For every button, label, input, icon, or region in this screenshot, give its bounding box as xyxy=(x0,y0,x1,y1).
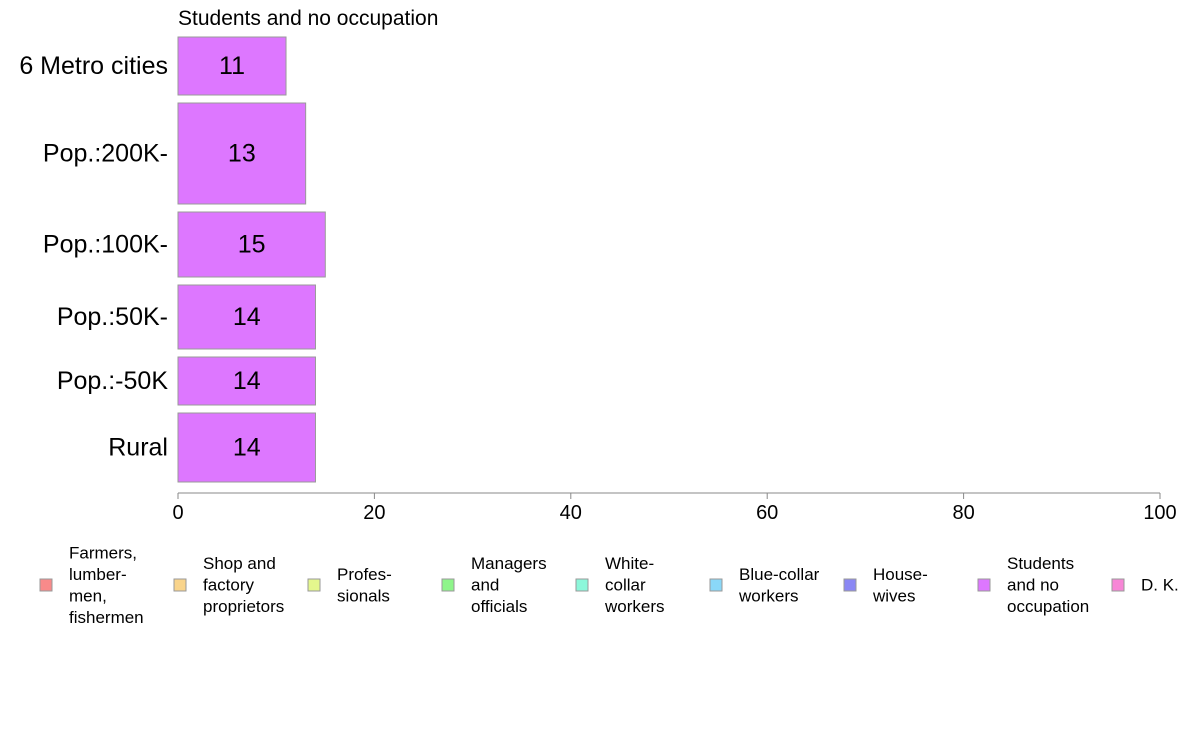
x-tick-label: 60 xyxy=(756,502,778,524)
legend-label: House- xyxy=(873,565,928,584)
bar-value-label: 11 xyxy=(219,52,245,80)
legend-label: collar xyxy=(605,576,646,595)
category-label: 6 Metro cities xyxy=(19,52,168,80)
legend-label: proprietors xyxy=(203,597,284,616)
x-tick-label: 40 xyxy=(560,502,582,524)
bar xyxy=(177,284,316,350)
legend-label: occupation xyxy=(1007,597,1089,616)
legend-label: White- xyxy=(605,554,654,573)
legend-label: Profes- xyxy=(337,565,392,584)
chart-title: Students and no occupation xyxy=(178,7,438,30)
legend-label: Blue-collar xyxy=(739,565,820,584)
bar-value-label: 14 xyxy=(233,367,261,395)
legend-swatch xyxy=(441,578,455,592)
legend-label: and no xyxy=(1007,576,1059,595)
category-label: Rural xyxy=(108,434,168,462)
bar xyxy=(177,412,316,483)
legend-label: D. K. xyxy=(1141,576,1179,595)
legend-label: workers xyxy=(604,597,665,616)
bar-value-label: 15 xyxy=(238,231,266,259)
bar xyxy=(177,102,307,205)
legend-swatch xyxy=(307,578,321,592)
legend-label: fishermen xyxy=(69,608,144,627)
x-tick-label: 100 xyxy=(1143,502,1176,524)
x-tick-label: 20 xyxy=(363,502,385,524)
legend-label: factory xyxy=(203,576,255,595)
legend-swatch xyxy=(575,578,589,592)
x-axis: 0 20 40 60 80 100 xyxy=(172,492,1177,524)
legend-swatch xyxy=(39,578,53,592)
bar xyxy=(177,356,316,406)
bar xyxy=(177,211,326,278)
legend-label: and xyxy=(471,576,499,595)
legend-label: wives xyxy=(872,586,916,605)
bar-value-label: 14 xyxy=(233,434,261,462)
bar-value-label: 14 xyxy=(233,303,261,331)
x-tick-label: 0 xyxy=(172,502,183,524)
bars-group: 11 6 Metro cities 13 Pop.:200K- 15 Pop.:100K-… xyxy=(19,36,326,483)
legend: Farmers, lumber-men, fishermen Shop and fact… xyxy=(39,543,1179,627)
category-label: Pop.:200K- xyxy=(43,140,168,168)
x-tick-label: 80 xyxy=(952,502,974,524)
legend-label: workers xyxy=(738,586,799,605)
legend-swatch xyxy=(1111,578,1125,592)
legend-label: officials xyxy=(471,597,527,616)
legend-label: Shop and xyxy=(203,554,276,573)
legend-swatch xyxy=(843,578,857,592)
legend-swatch xyxy=(977,578,991,592)
legend-label: Farmers, xyxy=(69,543,137,562)
legend-label: lumber- xyxy=(69,565,127,584)
bar-value-label: 13 xyxy=(228,140,256,168)
legend-label: sionals xyxy=(337,586,390,605)
legend-label: Managers xyxy=(471,554,547,573)
legend-swatch xyxy=(709,578,723,592)
legend-label: men, xyxy=(69,586,107,605)
category-label: Pop.:100K- xyxy=(43,231,168,259)
category-label: Pop.:50K- xyxy=(57,303,168,331)
category-label: Pop.:-50K xyxy=(57,367,169,395)
legend-swatch xyxy=(173,578,187,592)
legend-label: Students xyxy=(1007,554,1074,573)
bar xyxy=(177,36,287,96)
